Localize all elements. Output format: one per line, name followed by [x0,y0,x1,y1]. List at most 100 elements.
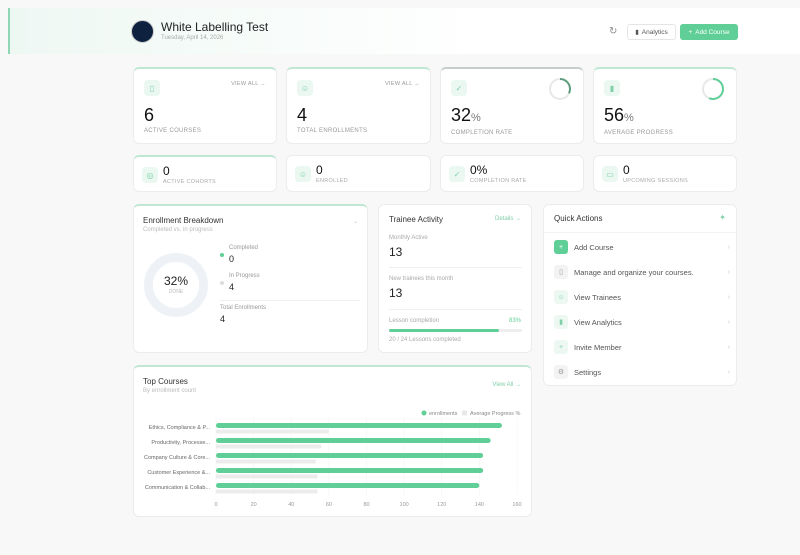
refresh-icon[interactable]: ↻ [609,26,618,37]
legend-label: Average Progress % [470,411,520,417]
check-circle-icon: ✓ [449,166,465,182]
quick-action-view-trainees[interactable]: ☺ View Trainees › [554,289,730,305]
card-title: Enrollment Breakdown [143,216,224,225]
quick-action-manage-courses[interactable]: ▯ Manage and organize your courses. › [554,264,730,280]
top-courses-card: Top Courses By enrollment count View All… [133,365,532,517]
donut-label: DONE [168,289,184,295]
org-logo [131,20,154,43]
user-plus-icon: + [554,340,568,354]
small-stat-enrolled: ☺ 0 ENROLLED [286,155,431,192]
small-stat-upcoming-sessions: ▭ 0 UPCOMING SESSIONS [593,155,737,192]
x-tick-label: 80 [363,502,369,508]
stat-value: 0 [316,163,323,177]
legend-swatch [421,410,427,416]
small-stat-completion-rate: ✓ 0% COMPLETION RATE [440,155,584,192]
x-tick-label: 20 [251,502,257,508]
lesson-detail: 20 / 24 Lessons completed [389,337,461,343]
x-tick-label: 140 [475,502,484,508]
analytics-button[interactable]: ▮ Analytics [627,24,676,40]
view-all-link[interactable]: VIEW ALL → [231,81,266,87]
x-tick-label: 100 [400,502,409,508]
quick-action-invite-member[interactable]: + Invite Member › [554,339,730,355]
bar-enrollments [216,423,502,428]
stat-label: ENROLLED [316,178,349,184]
bar-average-progress [216,474,318,479]
plus-icon: + [688,28,693,36]
chevron-right-icon: › [727,343,730,351]
bar-enrollments [216,438,491,443]
y-tick-label: Company Culture & Core... [144,455,210,461]
quick-action-view-analytics[interactable]: ▮ View Analytics › [554,314,730,330]
stat-card-completion-rate: ✓ 32% COMPLETION RATE [440,67,584,144]
y-tick-label: Customer Experience &... [147,470,210,476]
view-all-link[interactable]: VIEW ALL → [385,81,420,87]
stat-value: 0% [470,163,488,177]
page-date: Tuesday, April 14, 2026 [161,35,224,41]
bar-chart-icon: ▮ [635,29,639,36]
bar-chart-icon: ▮ [554,315,568,329]
action-label: Add Course [574,242,614,252]
y-tick-label: Productivity, Processe... [151,440,210,446]
y-tick-label: Ethics, Compliance & P... [149,425,211,431]
bar-average-progress [216,444,322,449]
user-icon: ☺ [295,166,311,182]
action-label: Manage and organize your courses. [574,267,694,277]
cohort-icon: ◎ [142,167,158,183]
users-icon: ☺ [297,80,313,96]
chevron-right-icon: › [727,243,730,251]
view-all-link[interactable]: View All → [492,382,521,388]
divider [220,300,360,301]
bar-enrollments [216,483,480,488]
x-tick-label: 0 [214,502,217,508]
bar-average-progress [216,489,318,494]
stat-card-total-enrollments: ☺ VIEW ALL → 4 TOTAL ENROLLMENTS [286,67,431,144]
action-label: Settings [574,367,602,377]
stat-value: 32 [451,105,472,125]
book-icon: ▯ [554,265,568,279]
monthly-label: Monthly Active [389,235,428,241]
top-courses-chart: 0 20 40 60 80 100 120 140 160 enrollments Average … [144,410,522,508]
book-icon: ▯ [144,80,160,96]
total-value: 4 [220,314,226,324]
x-tick-label: 120 [437,502,446,508]
action-label: View Trainees [574,292,621,302]
details-link[interactable]: Details → [494,216,521,222]
bar-enrollments [216,468,484,473]
action-label: Invite Member [574,342,622,352]
in-progress-dot [220,281,224,285]
completed-label: Completed [229,245,259,251]
pie-chart-icon: ◔ [352,220,357,227]
lesson-label: Lesson completion [389,318,440,324]
stat-value: 6 [144,105,155,125]
stat-value: 0 [163,164,170,178]
stat-label: ACTIVE COURSES [144,128,202,134]
divider [544,232,736,233]
plus-icon: + [554,240,568,254]
add-course-button[interactable]: + Add Course [680,24,738,40]
divider [389,267,522,268]
new-value: 13 [389,286,403,300]
check-circle-icon: ✓ [451,80,467,96]
stat-card-average-progress: ▮ 56% AVERAGE PROGRESS [593,67,737,144]
stat-unit: % [624,112,634,124]
quick-action-settings[interactable]: ⚙ Settings › [554,364,730,380]
sparkle-icon: ✦ [719,213,726,222]
total-label: Total Enrollments [220,305,267,311]
quick-action-add-course[interactable]: + Add Course › [554,239,730,255]
stat-value: 56 [604,105,625,125]
donut-chart [144,253,208,317]
in-progress-value: 4 [229,282,235,292]
legend-label: enrollments [429,411,458,417]
card-title: Trainee Activity [389,215,443,224]
lesson-progress-bar [389,329,522,332]
page-title: White Labelling Test [161,20,269,34]
legend-swatch [462,410,467,416]
gear-icon: ⚙ [554,365,568,379]
card-title: Quick Actions [554,214,603,223]
stat-value: 4 [297,105,308,125]
stat-label: UPCOMING SESSIONS [623,178,688,184]
users-icon: ☺ [554,290,568,304]
action-label: View Analytics [574,317,622,327]
stat-label: COMPLETION RATE [451,130,513,136]
stat-label: ACTIVE COHORTS [163,179,216,185]
